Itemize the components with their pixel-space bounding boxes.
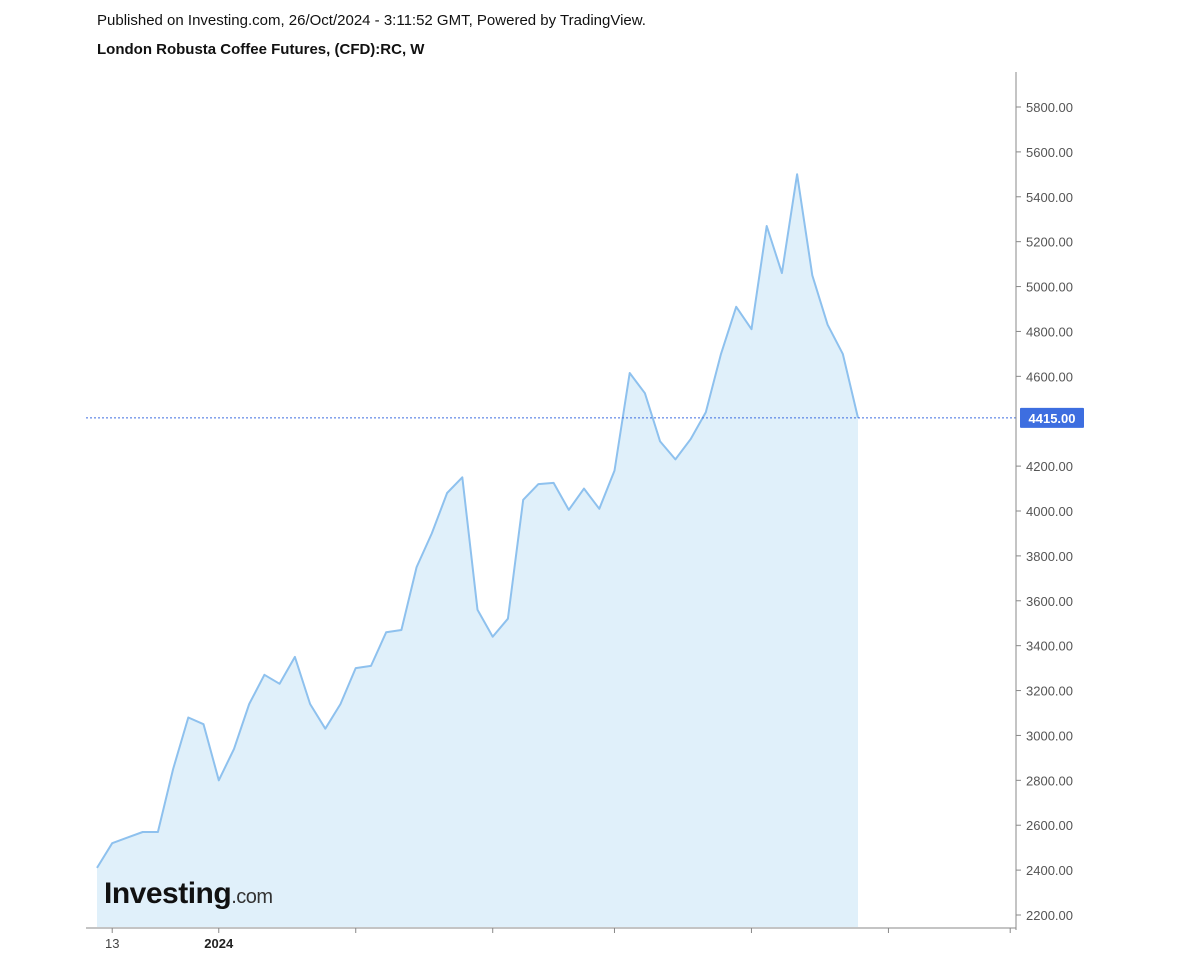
chart-title: London Robusta Coffee Futures, (CFD):RC,… — [97, 41, 425, 58]
current-price-badge: 4415.00 — [1020, 407, 1084, 428]
y-tick-label: 2600.00 — [1026, 818, 1073, 833]
y-tick-label: 3400.00 — [1026, 639, 1073, 654]
plot-area — [86, 173, 1016, 928]
x-axis: 13 2024 — [105, 928, 1011, 951]
current-price-label: 4415.00 — [1029, 411, 1076, 426]
price-series-line — [96, 173, 859, 869]
y-tick-label: 3600.00 — [1026, 594, 1073, 609]
y-tick-label: 5200.00 — [1026, 235, 1073, 250]
price-area-fill — [97, 174, 858, 928]
y-tick-label: 4000.00 — [1026, 504, 1073, 519]
y-tick-label: 5400.00 — [1026, 190, 1073, 205]
investing-logo: Investing.com — [104, 877, 273, 911]
y-tick-label: 4800.00 — [1026, 324, 1073, 339]
y-tick-label: 4200.00 — [1026, 459, 1073, 474]
y-tick-label: 3200.00 — [1026, 684, 1073, 699]
y-tick-label: 5600.00 — [1026, 145, 1073, 160]
logo-main: Investing — [104, 877, 232, 910]
y-tick-label: 2400.00 — [1026, 863, 1073, 878]
y-tick-label: 2800.00 — [1026, 773, 1073, 788]
y-tick-label: 5800.00 — [1026, 100, 1073, 115]
y-tick-label: 2200.00 — [1026, 908, 1073, 923]
published-note: Published on Investing.com, 26/Oct/2024 … — [97, 12, 646, 29]
y-tick-label: 3800.00 — [1026, 549, 1073, 564]
y-axis: 5800.00 5600.00 5400.00 5200.00 5000.00 4800.… — [1016, 100, 1073, 923]
x-tick-label: 13 — [105, 936, 119, 951]
logo-suffix: .com — [231, 886, 273, 908]
x-tick-label: 2024 — [204, 936, 234, 951]
y-tick-label: 4600.00 — [1026, 369, 1073, 384]
y-tick-label: 3000.00 — [1026, 728, 1073, 743]
y-tick-label: 5000.00 — [1026, 280, 1073, 295]
